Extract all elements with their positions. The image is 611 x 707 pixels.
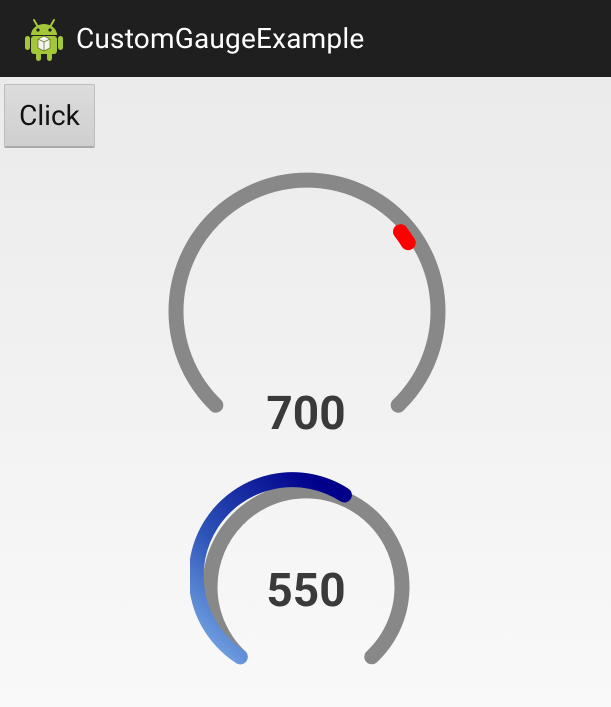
gauge-1-track [168,172,446,413]
android-icon [25,19,63,61]
gauge-2-progress [190,472,352,665]
app-title: CustomGaugeExample [76,22,365,55]
action-bar: CustomGaugeExample [0,0,611,77]
gauge-1 [168,172,446,413]
gauge-2 [190,472,410,665]
click-button[interactable]: Click [4,84,95,148]
gauge-2-track [202,483,410,665]
gauge-1-indicator [393,224,416,251]
gauge-2-value: 550 [266,564,346,618]
gauge-1-value: 700 [266,387,346,441]
